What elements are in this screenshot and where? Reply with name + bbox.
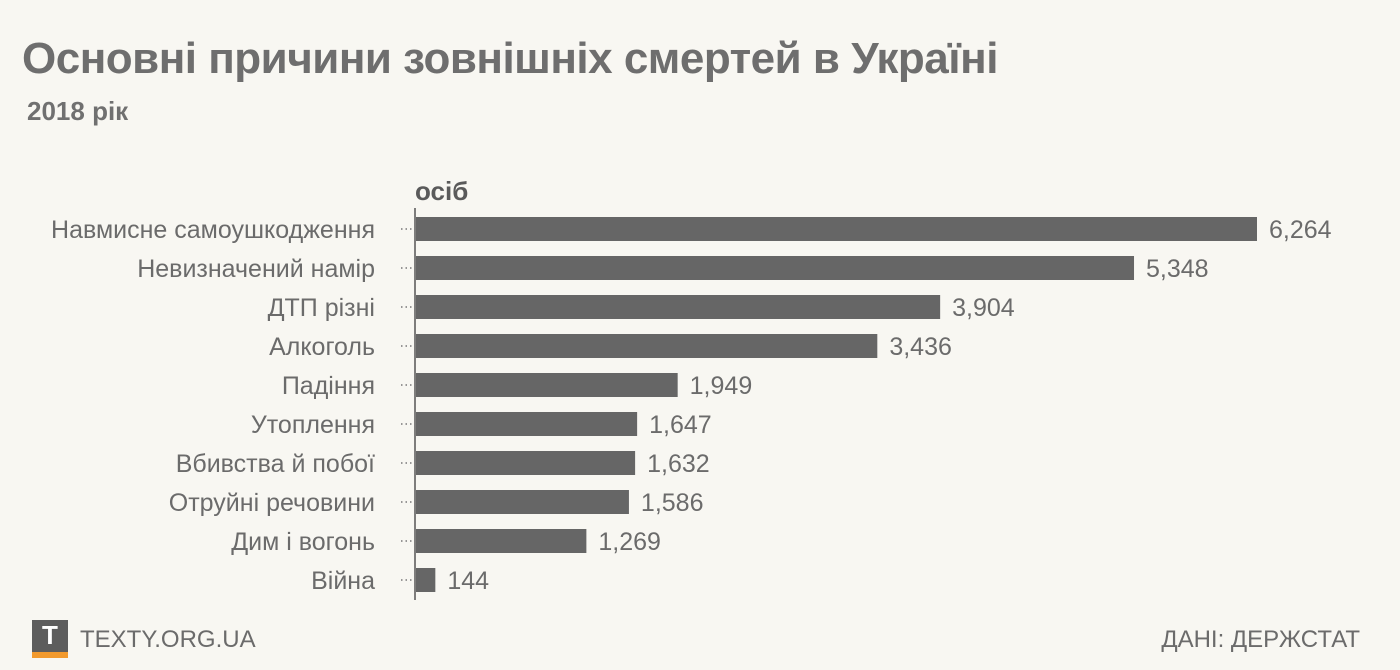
data-label: 144 xyxy=(447,567,489,595)
chart-title: Основні причини зовнішніх смертей в Укра… xyxy=(22,34,998,83)
bar xyxy=(416,217,1257,241)
category-label: Війна xyxy=(311,567,375,595)
category-label: Невизначений намір xyxy=(137,255,375,283)
bar xyxy=(416,256,1135,280)
data-source: ДАНІ: ДЕРЖСТАТ xyxy=(1161,626,1360,653)
unit-label: осіб xyxy=(415,176,468,206)
chart-subtitle: 2018 рік xyxy=(27,96,129,126)
bar xyxy=(416,373,678,397)
data-label: 1,632 xyxy=(647,450,710,478)
texty-logo: T xyxy=(32,620,68,658)
site-name: TEXTY.ORG.UA xyxy=(80,626,256,653)
category-label: Навмисне самоушкодження xyxy=(51,216,375,244)
data-label: 1,269 xyxy=(598,528,661,556)
data-label: 5,348 xyxy=(1146,255,1209,283)
category-label: Утоплення xyxy=(251,411,375,439)
data-label: 3,904 xyxy=(952,294,1015,322)
bar xyxy=(416,490,629,514)
logo-accent-bar xyxy=(32,652,68,658)
category-label: Падіння xyxy=(282,372,375,400)
category-label: ДТП різні xyxy=(268,294,375,322)
data-label: 1,586 xyxy=(641,489,704,517)
data-label: 1,647 xyxy=(649,411,712,439)
bar xyxy=(416,334,878,358)
bar xyxy=(416,568,436,592)
bar xyxy=(416,295,941,319)
category-label: Алкоголь xyxy=(269,333,375,361)
bar xyxy=(416,451,636,475)
category-label: Вбивства й побої xyxy=(176,450,375,478)
data-label: 3,436 xyxy=(889,333,952,361)
category-label: Отруйні речовини xyxy=(169,489,375,517)
bar xyxy=(416,529,587,553)
category-label: Дим і вогонь xyxy=(231,528,375,556)
data-label: 6,264 xyxy=(1269,216,1332,244)
bar xyxy=(416,412,638,436)
logo-letter: T xyxy=(42,620,58,650)
data-label: 1,949 xyxy=(690,372,753,400)
